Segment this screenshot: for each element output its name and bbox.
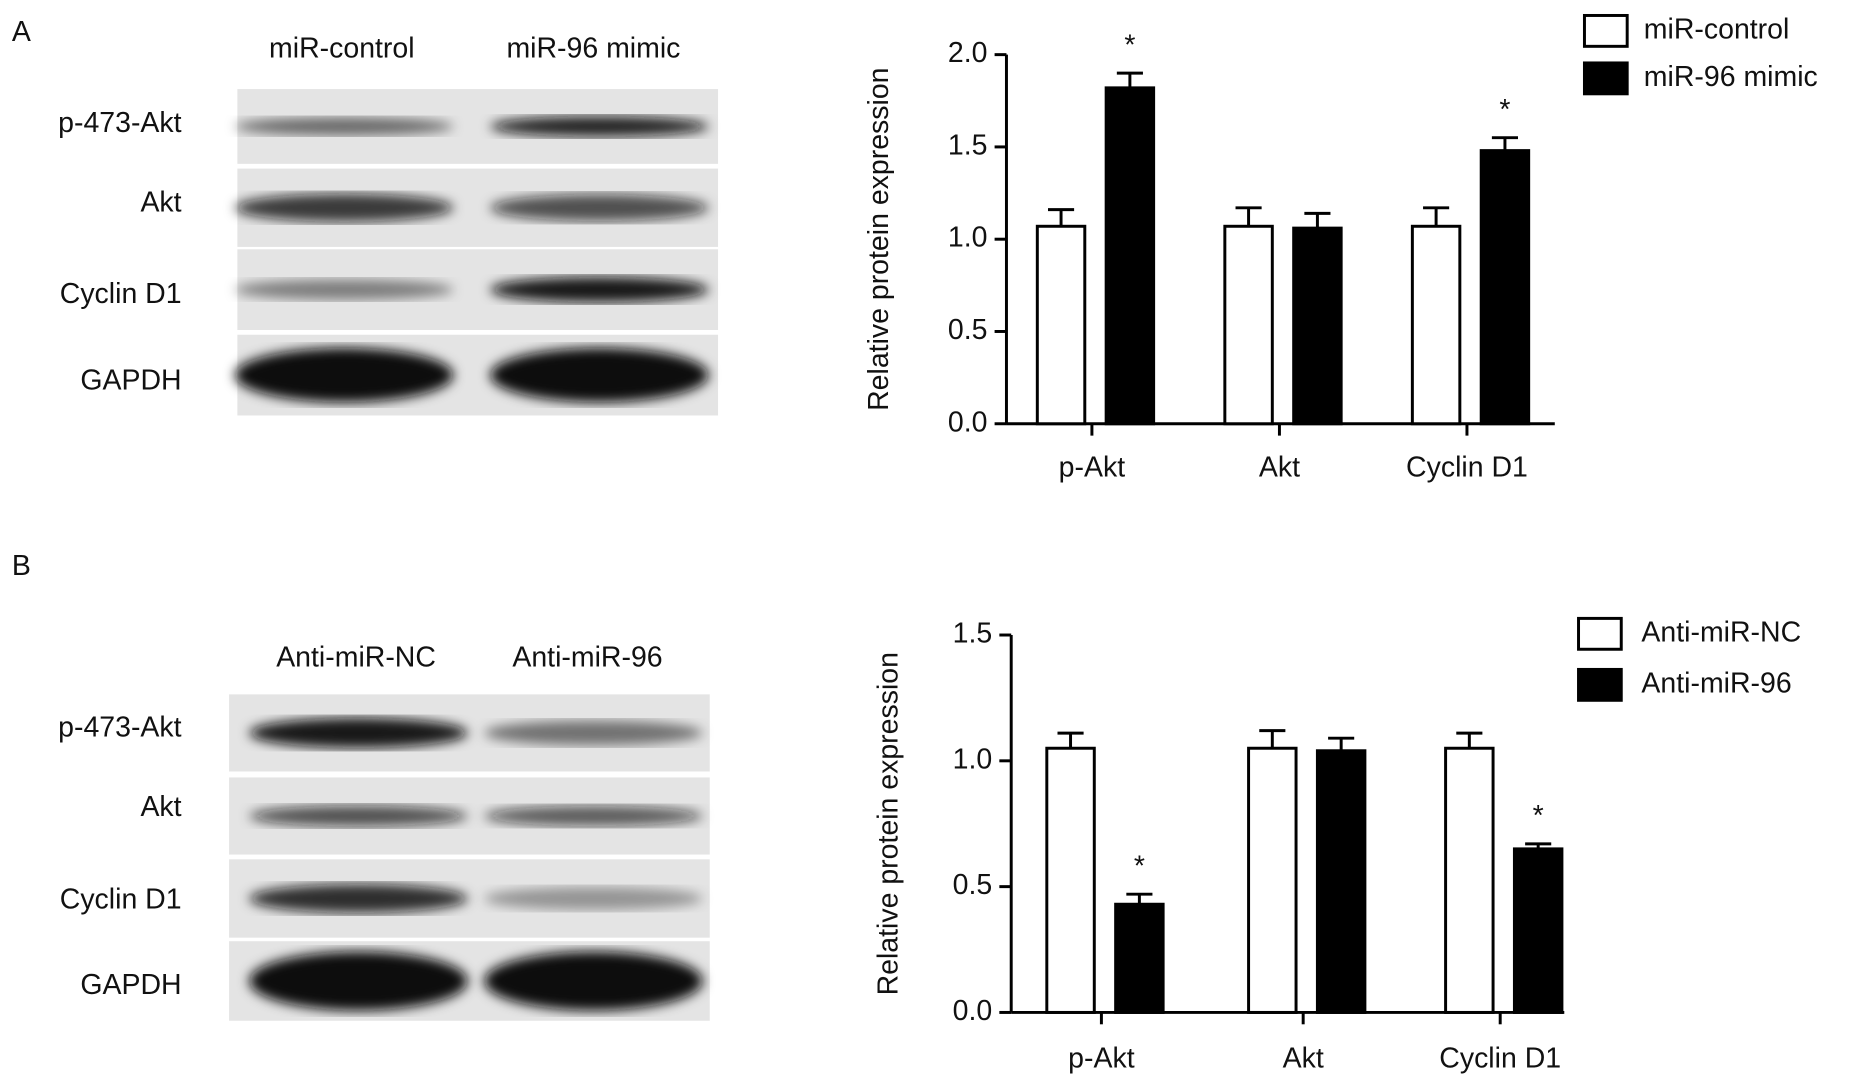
blot-band	[484, 720, 703, 746]
blot-band	[490, 276, 709, 303]
blot-band	[249, 883, 468, 914]
blot-band	[249, 717, 468, 749]
y-tick-label: 0.5	[953, 869, 993, 901]
blot-band	[249, 951, 468, 1011]
legend-swatch	[1577, 616, 1623, 651]
y-tick-label: 1.5	[953, 618, 993, 650]
bar	[1410, 224, 1462, 426]
legend-swatch	[1582, 13, 1629, 48]
row-label: GAPDH	[80, 365, 181, 397]
row-label: Akt	[140, 791, 181, 823]
blot-band	[484, 887, 703, 910]
row-label: p-473-Akt	[58, 711, 182, 743]
lane-label: Anti-miR-NC	[276, 641, 436, 673]
bar	[1104, 86, 1156, 426]
x-tick-label: Akt	[1283, 1042, 1324, 1074]
blot-band	[234, 347, 454, 403]
blot-band	[249, 805, 468, 827]
legend-label: miR-96 mimic	[1644, 61, 1818, 93]
legend-swatch	[1582, 61, 1629, 96]
bar	[1512, 847, 1564, 1014]
legend-label: Anti-miR-NC	[1641, 616, 1801, 648]
y-tick-label: 0.0	[953, 995, 993, 1027]
y-tick-label: 0.0	[948, 406, 988, 438]
bar	[1292, 226, 1343, 426]
significance-mark: *	[1134, 851, 1145, 883]
lane-label: miR-control	[269, 32, 415, 64]
row-label: Akt	[140, 187, 181, 219]
y-tick-label: 1.0	[948, 222, 988, 254]
row-label: p-473-Akt	[58, 107, 182, 139]
blot-band	[490, 347, 709, 403]
blot-band	[234, 279, 454, 300]
bar	[1114, 902, 1165, 1014]
y-tick-label: 2.0	[948, 37, 988, 69]
blot-band	[490, 194, 709, 222]
significance-mark: *	[1499, 94, 1510, 126]
bar	[1315, 749, 1367, 1014]
x-tick-label: Akt	[1259, 451, 1300, 483]
legend-label: Anti-miR-96	[1641, 667, 1791, 699]
legend-swatch	[1577, 667, 1623, 702]
y-tick-label: 1.5	[948, 129, 988, 161]
row-label: GAPDH	[80, 969, 181, 1001]
row-label: Cyclin D1	[60, 278, 182, 310]
blot-band	[490, 116, 709, 137]
lane-label: Anti-miR-96	[512, 641, 662, 673]
blot-band	[484, 951, 703, 1011]
significance-mark: *	[1533, 800, 1544, 832]
blot-band	[484, 805, 703, 827]
x-tick-label: Cyclin D1	[1439, 1042, 1561, 1074]
bar	[1223, 224, 1274, 426]
blot-band	[234, 193, 454, 222]
x-tick-label: Cyclin D1	[1406, 451, 1528, 483]
lane-label: miR-96 mimic	[506, 32, 680, 64]
panel-label: A	[12, 16, 31, 48]
x-tick-label: p-Akt	[1059, 451, 1126, 483]
legend-label: miR-control	[1644, 13, 1790, 45]
y-tick-label: 1.0	[953, 743, 993, 775]
bar	[1444, 746, 1495, 1014]
blot-band	[234, 117, 454, 136]
row-label: Cyclin D1	[60, 883, 182, 915]
y-axis-label: Relative protein expression	[863, 68, 895, 411]
significance-mark: *	[1124, 29, 1135, 61]
panel-label: B	[12, 550, 31, 582]
bar	[1479, 149, 1531, 426]
y-tick-label: 0.5	[948, 314, 988, 346]
bar	[1045, 746, 1096, 1014]
bar	[1247, 746, 1298, 1014]
bar	[1035, 224, 1087, 426]
y-axis-label: Relative protein expression	[873, 652, 905, 995]
x-tick-label: p-Akt	[1068, 1042, 1135, 1074]
